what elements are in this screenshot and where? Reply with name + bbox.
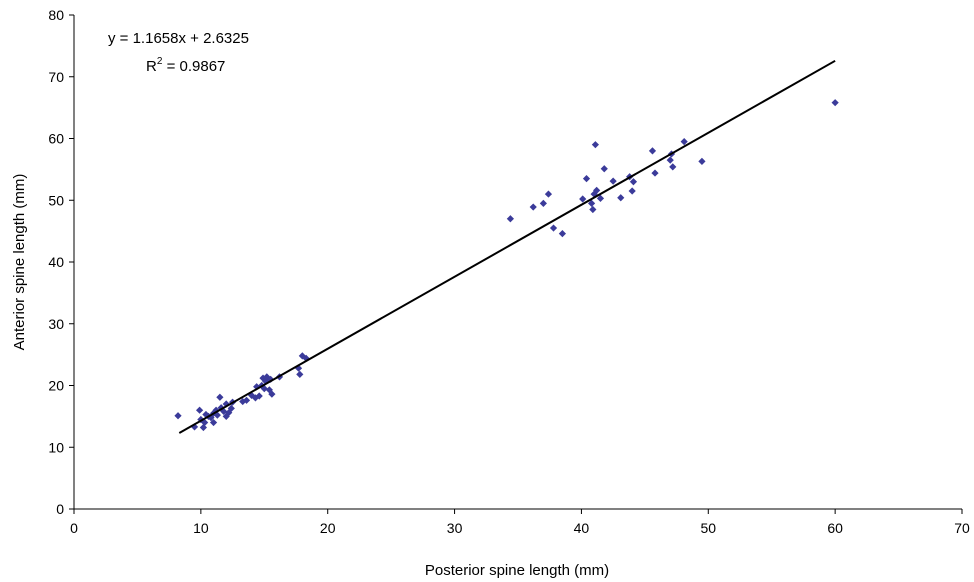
trendline [178,59,836,434]
y-tick-label: 30 [48,316,64,332]
r-squared-symbol: R [146,58,157,75]
data-point [199,423,207,432]
data-point [529,203,537,211]
x-tick-label: 50 [700,520,716,536]
y-tick-label: 10 [48,439,64,455]
r-squared-label: R2 = 0.9867 [146,56,225,75]
data-point [267,375,275,383]
data-point [174,412,182,420]
data-point [648,147,657,155]
data-point [213,411,221,419]
data-point [589,205,597,214]
data-point [579,195,587,203]
data-point [651,169,659,177]
data-point [261,377,270,385]
data-point [225,409,233,417]
data-point [669,163,677,171]
x-tick-label: 40 [574,520,590,536]
data-point [255,392,263,400]
data-point [251,394,260,402]
data-point [596,194,605,202]
data-point [582,175,591,183]
data-point [268,390,276,398]
data-point [617,194,625,202]
data-point [263,373,271,381]
data-point [629,178,638,186]
y-tick-label: 40 [48,254,64,270]
data-point [666,156,674,164]
data-point [209,418,218,427]
data-point [298,352,306,360]
x-tick-label: 20 [320,520,336,536]
x-axis-ticks: 0 10 20 30 40 50 60 70 [70,509,970,536]
data-point [831,99,839,107]
data-point [549,224,558,232]
data-point [698,157,706,165]
data-point [609,177,617,185]
data-point [593,186,601,194]
y-tick-label: 0 [56,501,64,517]
trendline-equation: y = 1.1658x + 2.6325 [108,30,249,47]
x-tick-label: 0 [70,520,78,536]
data-point [302,354,310,362]
y-axis-title: Anterior spine length (mm) [11,174,28,351]
data-point [544,190,553,198]
data-point [680,137,688,146]
data-point [294,364,303,372]
y-tick-label: 20 [48,378,64,394]
y-axis-ticks: 0 10 20 30 40 50 60 70 80 [48,7,74,517]
data-point [628,187,636,195]
y-tick-label: 50 [48,192,64,208]
x-tick-label: 70 [954,520,970,536]
y-tick-label: 80 [48,7,64,23]
x-tick-label: 30 [447,520,463,536]
data-point [506,215,514,223]
y-tick-label: 60 [48,131,64,147]
data-point [216,393,224,401]
x-tick-label: 10 [193,520,209,536]
data-point [222,400,230,408]
data-point [253,383,261,391]
r-squared-exponent: 2 [157,56,163,67]
y-tick-label: 70 [48,69,64,85]
data-point [197,415,205,424]
data-points [174,99,839,432]
data-point [195,406,204,414]
data-point [600,165,608,173]
data-point [590,190,598,198]
x-axis-title: Posterior spine length (mm) [425,562,609,579]
data-point [591,141,599,149]
x-tick-label: 60 [827,520,843,536]
data-point [558,229,566,238]
data-point [227,404,235,412]
data-point [587,199,596,207]
data-point [242,396,251,404]
data-point [539,199,547,207]
data-point [265,386,273,394]
data-point [202,410,210,419]
data-point [296,370,304,378]
r-squared-value: = 0.9867 [162,58,225,75]
